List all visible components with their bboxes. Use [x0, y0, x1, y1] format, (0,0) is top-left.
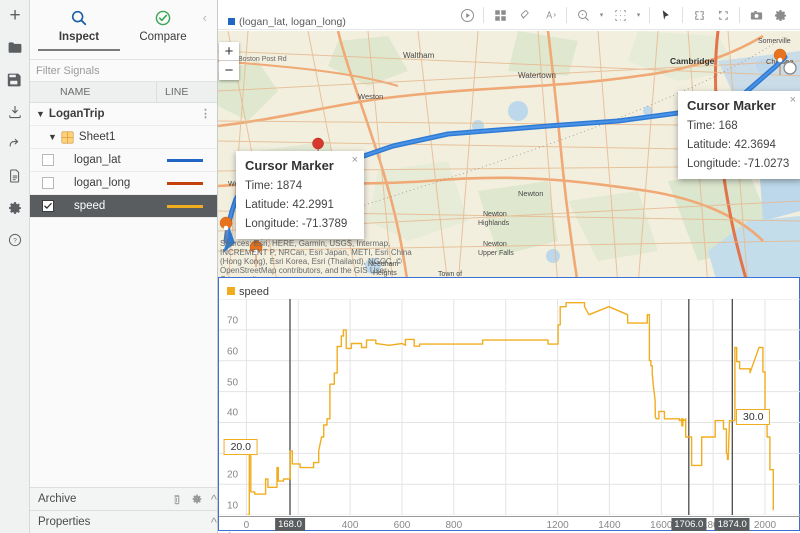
svg-text:?: ? [13, 238, 17, 245]
svg-text:Somerville: Somerville [758, 38, 791, 45]
svg-text:Upper Falls: Upper Falls [478, 250, 514, 257]
svg-text:Boston Post Rd: Boston Post Rd [238, 56, 287, 63]
svg-text:Watertown: Watertown [518, 71, 556, 80]
svg-text:Highlands: Highlands [478, 220, 510, 227]
svg-text:Weston: Weston [358, 92, 383, 101]
svg-text:Newton: Newton [518, 189, 543, 198]
svg-text:Newton: Newton [483, 211, 507, 218]
svg-text:Newton: Newton [483, 241, 507, 248]
svg-text:Cambridge: Cambridge [670, 56, 715, 66]
svg-text:Waltham: Waltham [403, 51, 435, 60]
